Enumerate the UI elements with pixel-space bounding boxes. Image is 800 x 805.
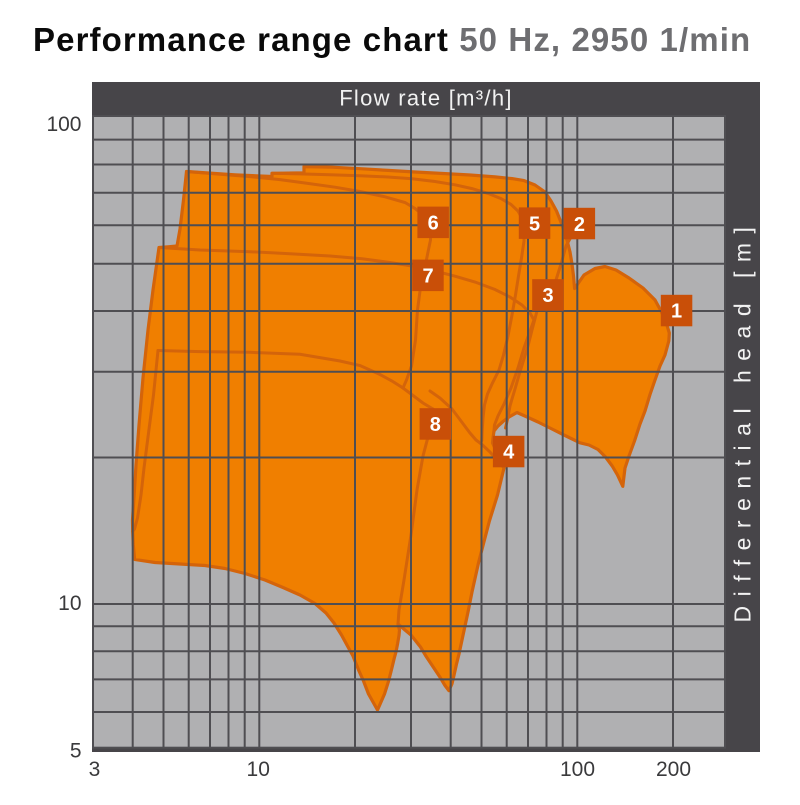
svg-text:Performance range chart 50 Hz,: Performance range chart 50 Hz, 2950 1/mi… xyxy=(33,21,751,58)
svg-text:6: 6 xyxy=(428,213,439,235)
svg-text:10: 10 xyxy=(58,592,81,615)
svg-text:5: 5 xyxy=(70,740,82,763)
svg-text:Differential head [m]: Differential head [m] xyxy=(730,218,756,623)
svg-text:Flow rate [m³/h]: Flow rate [m³/h] xyxy=(339,86,513,111)
svg-text:2: 2 xyxy=(574,214,585,236)
svg-text:1: 1 xyxy=(671,301,682,323)
svg-text:3: 3 xyxy=(89,758,101,781)
svg-text:10: 10 xyxy=(247,758,270,781)
svg-text:3: 3 xyxy=(542,285,553,307)
svg-text:4: 4 xyxy=(503,442,515,464)
svg-text:100: 100 xyxy=(560,758,595,781)
svg-text:8: 8 xyxy=(430,414,441,436)
svg-text:7: 7 xyxy=(422,266,433,288)
svg-text:100: 100 xyxy=(46,113,81,136)
svg-text:200: 200 xyxy=(656,758,691,781)
svg-text:5: 5 xyxy=(529,213,540,235)
